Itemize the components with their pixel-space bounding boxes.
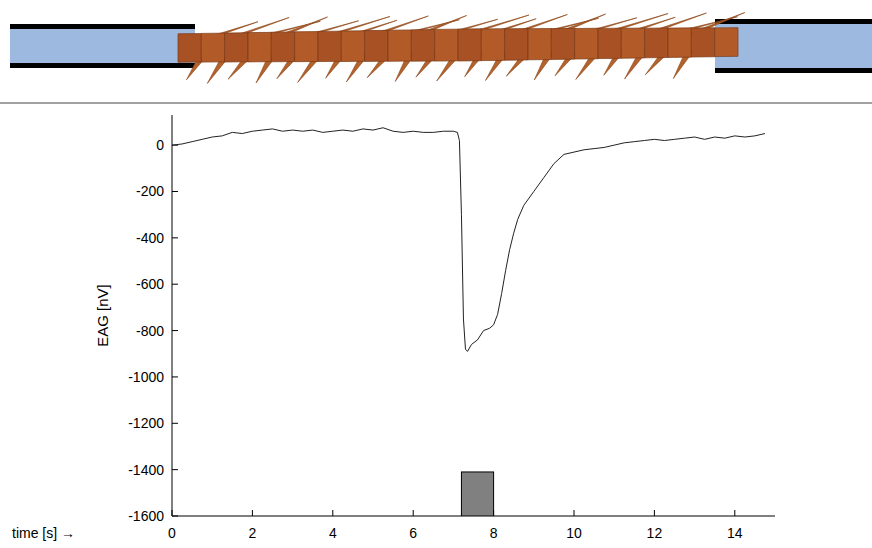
antenna-segment bbox=[225, 33, 248, 62]
x-tick-label: 2 bbox=[249, 525, 257, 541]
antenna-segment bbox=[505, 29, 528, 61]
antenna-segment bbox=[201, 33, 224, 62]
x-tick-label: 8 bbox=[490, 525, 498, 541]
y-tick-label: -1400 bbox=[128, 462, 164, 478]
y-tick-label: -1000 bbox=[128, 369, 164, 385]
eag-trace bbox=[172, 128, 765, 352]
antenna-segment bbox=[295, 32, 318, 62]
antenna-segment bbox=[598, 28, 621, 58]
x-tick bbox=[413, 510, 414, 516]
antenna-segment bbox=[458, 29, 481, 61]
electrode-left bbox=[10, 26, 195, 66]
electrode-right bbox=[715, 22, 872, 70]
antenna-segment bbox=[318, 31, 341, 61]
y-tick-label: 0 bbox=[156, 137, 164, 153]
x-tick bbox=[252, 510, 253, 516]
plot-area bbox=[172, 128, 765, 516]
x-tick-label: 6 bbox=[409, 525, 417, 541]
y-tick bbox=[172, 516, 178, 517]
antenna-segment bbox=[435, 29, 458, 61]
electrode-wall bbox=[10, 24, 195, 29]
y-axis bbox=[172, 115, 173, 516]
x-tick bbox=[332, 510, 333, 516]
electrode-wall bbox=[10, 63, 195, 68]
antenna-segment bbox=[388, 30, 411, 61]
antenna-segment bbox=[691, 28, 714, 57]
x-tick bbox=[654, 510, 655, 516]
y-tick bbox=[172, 423, 178, 424]
x-tick-label: 12 bbox=[647, 525, 663, 541]
x-axis-title: time [s] → bbox=[12, 525, 75, 541]
y-tick-label: -600 bbox=[136, 276, 164, 292]
antenna-segment bbox=[551, 28, 574, 59]
y-tick-label: -1600 bbox=[128, 508, 164, 524]
y-tick bbox=[172, 237, 178, 238]
antenna-segment bbox=[481, 29, 504, 61]
antenna-segment bbox=[668, 28, 691, 58]
antenna-segment bbox=[271, 32, 294, 62]
x-tick-label: 14 bbox=[727, 525, 743, 541]
axes: 0-200-400-600-800-1000-1200-1400-1600024… bbox=[128, 115, 775, 541]
antenna-illustration bbox=[10, 13, 872, 84]
antenna-segment bbox=[341, 31, 364, 62]
antenna-segment bbox=[365, 30, 388, 61]
y-tick bbox=[172, 469, 178, 470]
antenna-segment bbox=[715, 28, 738, 57]
electrode-wall bbox=[715, 19, 872, 24]
x-tick-label: 10 bbox=[566, 525, 582, 541]
antenna-segment bbox=[575, 28, 598, 59]
x-tick bbox=[172, 510, 173, 516]
y-tick-label: -1200 bbox=[128, 415, 164, 431]
antenna-segment bbox=[645, 28, 668, 58]
y-axis-title: EAG [nV] bbox=[94, 284, 111, 347]
antenna-segment bbox=[411, 30, 434, 62]
y-tick bbox=[172, 284, 178, 285]
y-tick-label: -800 bbox=[136, 323, 164, 339]
antenna-segment bbox=[621, 28, 644, 58]
y-tick bbox=[172, 376, 178, 377]
y-tick-label: -200 bbox=[136, 183, 164, 199]
antenna-segment bbox=[248, 32, 271, 62]
x-tick-label: 0 bbox=[168, 525, 176, 541]
y-tick bbox=[172, 191, 178, 192]
separator bbox=[0, 103, 872, 104]
y-tick-label: -400 bbox=[136, 230, 164, 246]
chart: 0-200-400-600-800-1000-1200-1400-1600024… bbox=[0, 0, 872, 548]
x-tick bbox=[734, 510, 735, 516]
x-tick bbox=[574, 510, 575, 516]
x-tick-label: 4 bbox=[329, 525, 337, 541]
antenna-segment bbox=[528, 28, 551, 59]
y-tick bbox=[172, 330, 178, 331]
antenna-segment bbox=[178, 34, 201, 63]
electrode-wall bbox=[715, 68, 872, 73]
stimulus-bar bbox=[461, 472, 493, 516]
